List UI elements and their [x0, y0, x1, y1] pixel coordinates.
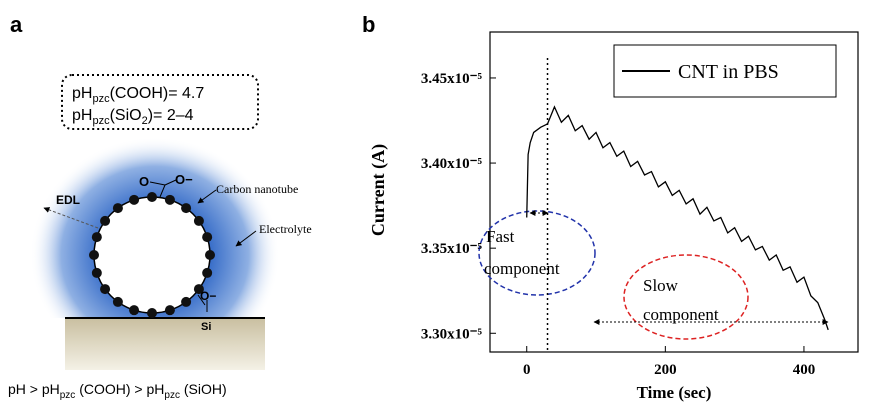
- series-line: [526, 105, 829, 331]
- x-tick-label: 200: [654, 362, 677, 378]
- atom-label: O−: [200, 289, 216, 303]
- y-tick-label: 3.35x10⁻⁵: [421, 241, 483, 257]
- atom: [112, 296, 123, 307]
- x-axis-label: Time (sec): [637, 383, 712, 402]
- annotation: Fast: [486, 227, 515, 246]
- atom: [193, 284, 204, 295]
- atom: [164, 194, 175, 205]
- atom: [202, 267, 213, 278]
- atom-label: Si: [201, 321, 211, 333]
- label: Carbon nanotube: [216, 182, 298, 196]
- y-tick-label: 3.40x10⁻⁵: [421, 156, 483, 172]
- atom: [164, 305, 175, 316]
- pointer: [43, 207, 99, 229]
- atom: [100, 284, 111, 295]
- x-tick-label: 400: [793, 362, 816, 378]
- fast-ellipse: [478, 210, 596, 296]
- atom: [205, 250, 215, 260]
- bond: [159, 184, 166, 198]
- box-line: pHpzc(SiO2)= 2–4: [72, 107, 194, 127]
- atom: [202, 232, 213, 243]
- bond: [164, 179, 177, 186]
- atom: [147, 308, 157, 318]
- y-tick-label: 3.45x10⁻⁵: [421, 71, 483, 87]
- legend-label: CNT in PBS: [678, 61, 779, 83]
- footer: pH > pHpzc (COOH) > pHpzc (SiOH): [8, 381, 227, 401]
- atom: [91, 232, 102, 243]
- atom: [193, 215, 204, 226]
- atom: [100, 215, 111, 226]
- atom-label: O−: [175, 172, 193, 187]
- bond: [197, 294, 206, 306]
- bond: [149, 181, 166, 186]
- atom: [89, 250, 99, 260]
- atom: [181, 296, 192, 307]
- panel-label: a: [10, 12, 23, 37]
- plot-frame: [489, 31, 859, 353]
- atom: [129, 305, 140, 316]
- label: EDL: [56, 193, 80, 207]
- pointer: [197, 189, 217, 204]
- x-tick-label: 0: [523, 362, 531, 378]
- atom: [91, 267, 102, 278]
- atom: [181, 203, 192, 214]
- substrate: [65, 318, 265, 370]
- annotation: component: [643, 305, 719, 324]
- y-axis-label: Current (A): [368, 144, 389, 236]
- annotation: Slow: [643, 276, 679, 295]
- y-tick-label: 3.30x10⁻⁵: [421, 326, 483, 342]
- atom: [129, 194, 140, 205]
- nanotube-ring: [93, 196, 211, 314]
- atom-label: O: [139, 174, 149, 189]
- slow-ellipse: [623, 254, 749, 340]
- atom: [147, 192, 157, 202]
- box-line: pHpzc(COOH)= 4.7: [72, 85, 204, 105]
- nanotube-atoms: [89, 192, 215, 318]
- label: Electrolyte: [259, 222, 312, 236]
- pointer: [235, 230, 257, 247]
- atom: [112, 203, 123, 214]
- annotation: component: [484, 259, 560, 278]
- panel-label: b: [362, 12, 375, 37]
